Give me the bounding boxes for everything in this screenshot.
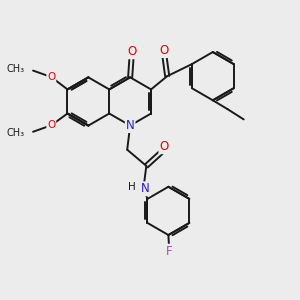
Text: CH₃: CH₃ [7, 64, 25, 74]
Text: O: O [47, 72, 56, 82]
Text: CH₃: CH₃ [7, 128, 25, 138]
Text: H: H [128, 182, 136, 192]
Text: O: O [127, 45, 136, 58]
Text: O: O [159, 140, 169, 153]
Text: O: O [160, 44, 169, 57]
Text: O: O [47, 120, 56, 130]
Text: F: F [166, 245, 172, 258]
Text: N: N [141, 182, 150, 195]
Text: N: N [126, 119, 134, 132]
